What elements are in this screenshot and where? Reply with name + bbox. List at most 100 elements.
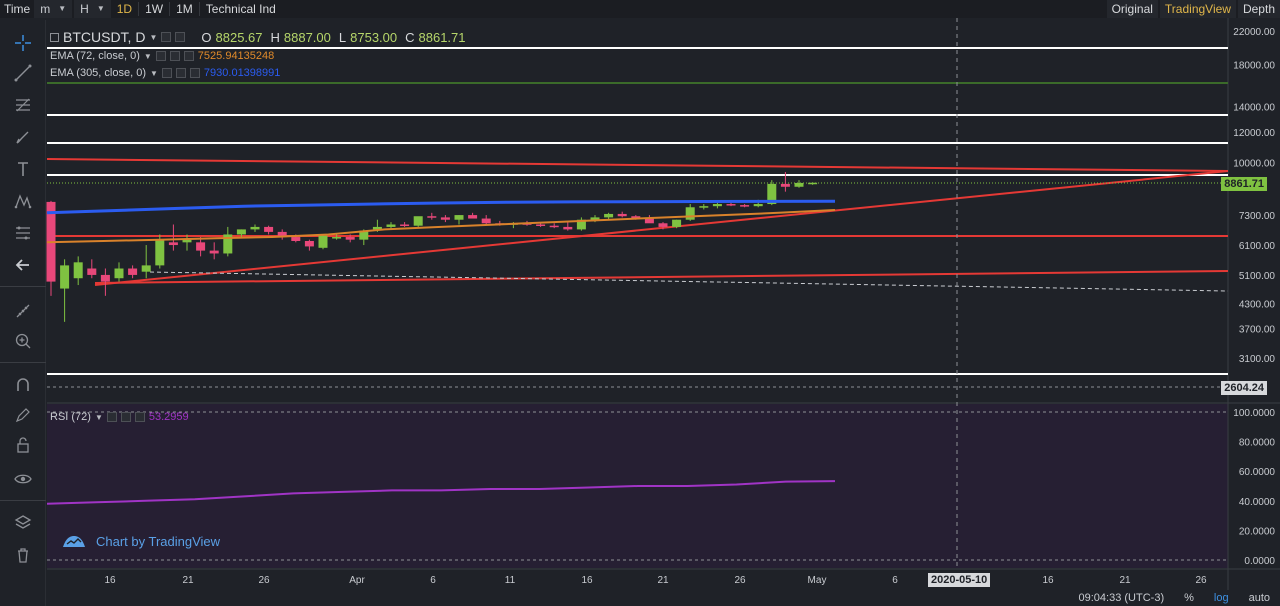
candle-body (168, 242, 178, 246)
price-tick-label: 4300.00 (1239, 299, 1276, 310)
rsi-tick-label: 40.0000 (1239, 497, 1276, 508)
minute-interval-dropdown[interactable]: m ▼ (34, 0, 73, 18)
status-bar: 09:04:33 (UTC-3) % log auto (1069, 590, 1280, 606)
time-tick-label: 6 (430, 575, 436, 586)
high-label: H (270, 29, 280, 45)
layers-icon[interactable] (0, 508, 46, 538)
price-tick-label: 3100.00 (1239, 354, 1276, 365)
candle-body (481, 218, 491, 224)
interval-1m-button[interactable]: 1M (176, 2, 193, 16)
chevron-down-icon[interactable]: ▼ (143, 51, 152, 61)
chevron-down-icon[interactable]: ▼ (150, 68, 158, 78)
time-tick-label: 21 (182, 575, 194, 586)
visibility-icon[interactable] (175, 32, 186, 42)
time-tick-label: 16 (104, 575, 116, 586)
brush-icon[interactable] (0, 122, 46, 152)
crosshair-price-tag: 2604.24 (1221, 381, 1267, 395)
trash-icon[interactable] (0, 540, 46, 570)
crosshair-icon[interactable] (0, 28, 46, 58)
settings-icon[interactable] (161, 32, 172, 42)
percent-scale-button[interactable]: % (1184, 592, 1194, 604)
tab-original[interactable]: Original (1106, 0, 1158, 18)
candle-body (427, 216, 437, 218)
price-tick-label: 12000.00 (1233, 128, 1275, 139)
interval-1d-button[interactable]: 1D (116, 2, 133, 16)
rsi-value: 53.2959 (148, 411, 189, 423)
candle-body (304, 240, 314, 247)
time-tick-label: Apr (349, 575, 365, 586)
ema72-label[interactable]: EMA (72, close, 0) (50, 50, 140, 62)
fib-icon[interactable] (0, 90, 46, 120)
settings-icon[interactable] (106, 412, 117, 422)
hour-interval-dropdown[interactable]: H ▼ (74, 0, 111, 18)
chevron-down-icon[interactable]: ▼ (149, 32, 158, 42)
high-value: 8887.00 (283, 29, 331, 45)
candle-body (60, 265, 70, 289)
ema305-line (46, 199, 836, 215)
collapse-icon[interactable] (50, 32, 59, 42)
zoom-in-icon[interactable] (0, 326, 46, 356)
visibility-icon[interactable] (120, 412, 131, 422)
time-tick-label: 26 (258, 575, 270, 586)
auto-scale-button[interactable]: auto (1248, 592, 1270, 604)
rsi-label[interactable]: RSI (72) (50, 411, 91, 423)
minute-label: m (40, 2, 51, 16)
time-button[interactable]: Time (4, 2, 31, 16)
eye-icon[interactable] (0, 464, 46, 494)
candle-body (740, 205, 750, 207)
settings-icon[interactable] (161, 68, 172, 78)
symbol-title[interactable]: BTCUSDT, D (63, 29, 146, 45)
ema72-line (46, 209, 836, 244)
watermark-text: Chart by TradingView (96, 533, 221, 549)
arrow-left-icon[interactable] (0, 250, 46, 280)
tradingview-watermark[interactable]: Chart by TradingView (62, 533, 220, 549)
symbol-legend: BTCUSDT, D ▼ O 8825.67 H 8887.00 L 8753.00 … (50, 29, 466, 45)
rsi-tick-label: 60.0000 (1239, 467, 1276, 478)
rsi-tick-label: 100.0000 (1233, 408, 1275, 419)
visibility-icon[interactable] (169, 51, 180, 61)
candle-body (128, 268, 138, 275)
lower-trendline (94, 270, 1229, 284)
candle-body (563, 226, 573, 230)
candle-body (359, 230, 369, 240)
candle-body (87, 268, 97, 275)
candle-body (440, 217, 450, 220)
ema305-label[interactable]: EMA (305, close, 0) (50, 67, 146, 79)
time-tick-label: 21 (1119, 575, 1131, 586)
close-label: C (405, 29, 415, 45)
ema72-value: 7525.94135248 (197, 50, 275, 62)
candle-body (141, 265, 151, 272)
trend-line-icon[interactable] (0, 58, 46, 88)
close-icon[interactable] (189, 68, 200, 78)
candle-body (468, 215, 478, 219)
visibility-icon[interactable] (175, 68, 186, 78)
ema305-value: 7930.01398991 (203, 67, 281, 79)
drawing-toolbar (0, 20, 46, 606)
price-tick-label: 14000.00 (1233, 102, 1275, 113)
open-value: 8825.67 (215, 29, 263, 45)
lock-icon[interactable] (0, 430, 46, 460)
magnet-icon[interactable] (0, 370, 46, 400)
log-scale-button[interactable]: log (1213, 592, 1229, 604)
text-icon[interactable] (0, 154, 46, 184)
ruler-icon[interactable] (0, 296, 46, 326)
pattern-icon[interactable] (0, 186, 46, 216)
pencil-lock-icon[interactable] (0, 400, 46, 430)
tab-tradingview[interactable]: TradingView (1159, 0, 1236, 18)
tradingview-logo-icon (63, 536, 85, 547)
chevron-down-icon[interactable]: ▼ (94, 412, 103, 422)
technical-indicators-button[interactable]: Technical Ind (205, 2, 276, 16)
candle-body (291, 237, 301, 241)
tab-depth[interactable]: Depth (1237, 0, 1280, 18)
settings-icon[interactable] (155, 51, 166, 61)
rsi-tick-label: 80.0000 (1239, 438, 1276, 449)
resistance-trendline (46, 158, 1229, 172)
close-value: 8861.71 (418, 29, 466, 45)
close-icon[interactable] (134, 412, 145, 422)
top-toolbar: Time m ▼ H ▼ 1D 1W 1M Technical Ind Orig… (0, 0, 1280, 18)
interval-1w-button[interactable]: 1W (145, 2, 164, 16)
rising-trendline (94, 170, 1229, 286)
close-icon[interactable] (183, 51, 194, 61)
prediction-icon[interactable] (0, 218, 46, 248)
